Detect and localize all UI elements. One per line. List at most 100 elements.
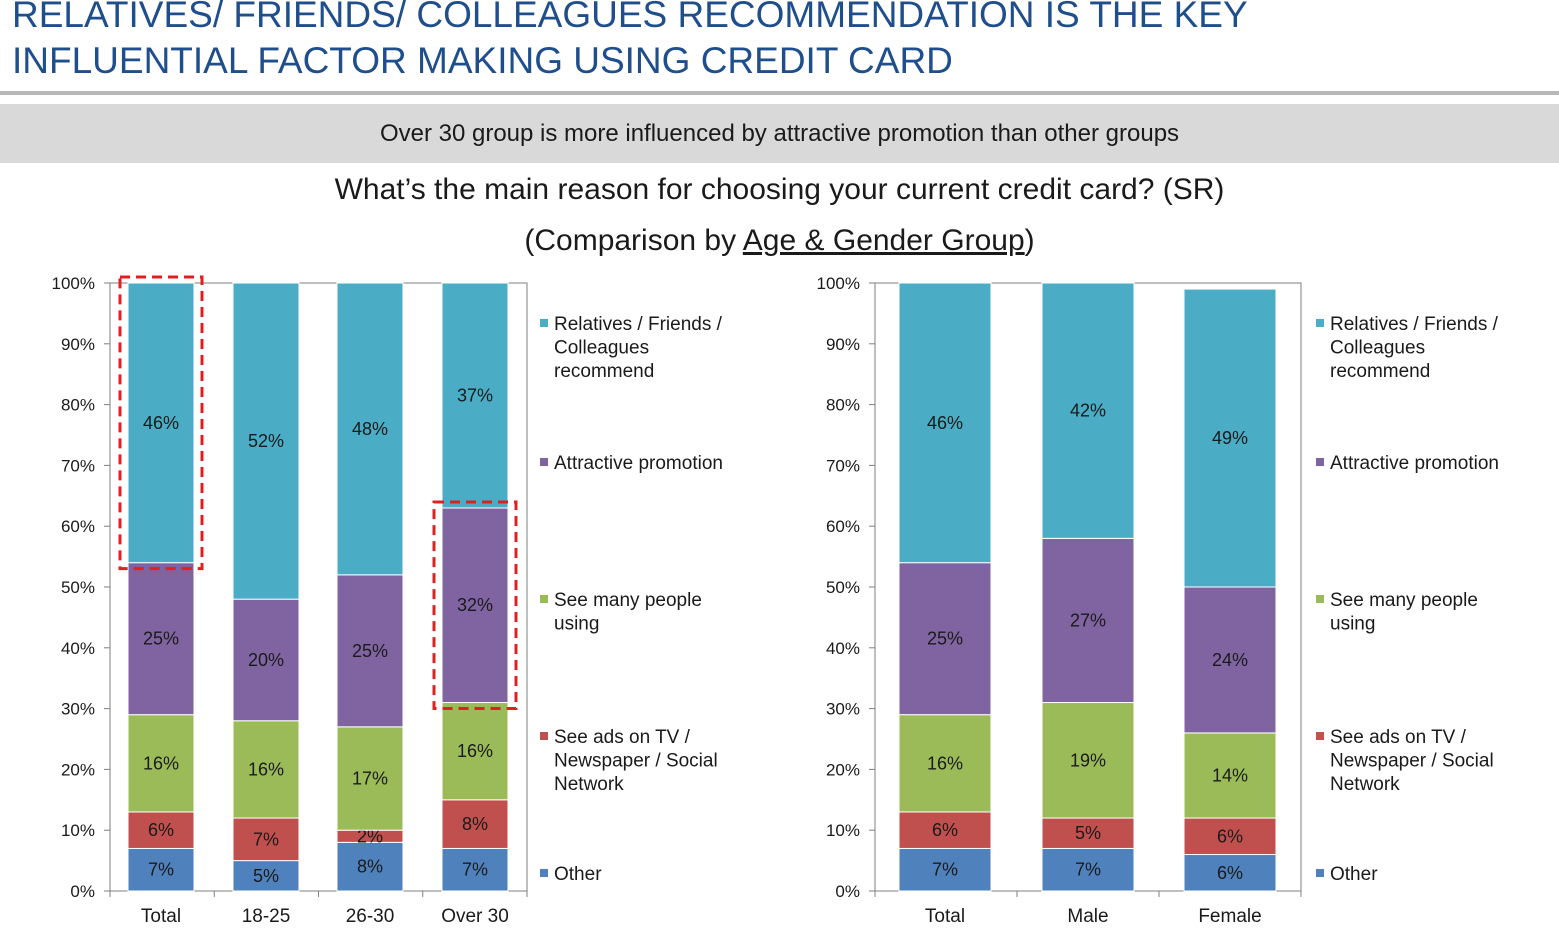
gender-data-label: 46%	[927, 413, 963, 433]
gender-y-tick-label: 70%	[826, 456, 860, 475]
age-y-tick-label: 50%	[61, 578, 95, 597]
age-chart: 0% 10% 20% 30% 40% 50% 60% 70% 80% 90% 100% 7% 6% 16%…	[52, 274, 723, 927]
age-bar-segment	[336, 574, 404, 728]
gender-y-tick-label: 40%	[826, 639, 860, 658]
gender-legend-label: using	[1330, 614, 1375, 635]
age-legend-label: Other	[554, 864, 602, 885]
headline-line-2: INFLUENTIAL FACTOR MAKING USING CREDIT C…	[12, 40, 953, 81]
age-category-label: Over 30	[441, 906, 509, 927]
age-data-label: 7%	[462, 860, 488, 880]
age-legend-label: Colleagues	[554, 338, 649, 359]
age-bar-segment	[441, 847, 509, 892]
age-legend-label: Relatives / Friends /	[554, 314, 723, 335]
age-bar-segment	[441, 507, 509, 704]
gender-y-tick-label: 60%	[826, 517, 860, 536]
age-legend-label: using	[554, 614, 599, 635]
age-data-label: 25%	[352, 641, 388, 661]
subheading-band: Over 30 group is more influenced by attr…	[0, 104, 1559, 163]
gender-chart: 0% 10% 20% 30% 40% 50% 60% 70% 80% 90% 100% 7% 6% 16%…	[817, 274, 1499, 927]
age-y-tick-label: 60%	[61, 517, 95, 536]
age-data-label: 7%	[253, 829, 279, 849]
age-y-tick-label: 30%	[61, 700, 95, 719]
gender-legend-label: See many people	[1330, 590, 1478, 611]
survey-question: What’s the main reason for choosing your…	[334, 173, 1225, 206]
age-highlight-box	[432, 500, 518, 711]
slide-headline: RELATIVES/ FRIENDS/ COLLEAGUES RECOMMEND…	[12, 0, 1552, 84]
age-bar-segment	[127, 847, 195, 892]
gender-y-tick-label: 10%	[826, 821, 860, 840]
gender-data-label: 24%	[1212, 650, 1248, 670]
age-bar-segment	[232, 598, 300, 722]
headline-divider	[0, 91, 1559, 95]
comparison-underlined: Age & Gender Group	[742, 224, 1025, 257]
gender-bar-segment	[1041, 702, 1135, 819]
age-bar-segment	[441, 282, 509, 509]
gender-y-tick-label: 100%	[817, 274, 860, 293]
age-bar-segment	[127, 811, 195, 849]
gender-legend-label: Newspaper / Social	[1330, 751, 1494, 772]
age-bar-segment	[441, 799, 509, 849]
age-highlight-box	[118, 275, 204, 571]
gender-data-label: 5%	[1075, 823, 1101, 843]
gender-data-label: 6%	[1217, 826, 1243, 846]
age-data-label: 37%	[457, 385, 493, 405]
age-bar-segment	[127, 282, 195, 564]
age-legend-swatch	[540, 319, 548, 327]
gender-category-label: Male	[1067, 906, 1108, 927]
age-data-label: 46%	[143, 413, 179, 433]
age-data-label: 8%	[357, 857, 383, 877]
age-category-label: Total	[141, 906, 181, 927]
gender-legend-label: Colleagues	[1330, 338, 1425, 359]
gender-y-tick-label: 80%	[826, 396, 860, 415]
age-legend-label: Attractive promotion	[554, 453, 723, 474]
age-y-tick-label: 10%	[61, 821, 95, 840]
comparison-caption: (Comparison by Age & Gender Group)	[0, 221, 1559, 261]
age-data-label: 16%	[248, 759, 284, 779]
gender-y-tick-label: 0%	[835, 882, 860, 901]
age-legend-label: See many people	[554, 590, 702, 611]
age-data-label: 2%	[357, 826, 383, 846]
age-data-label: 6%	[148, 820, 174, 840]
gender-category-label: Total	[925, 906, 965, 927]
gender-data-label: 42%	[1070, 401, 1106, 421]
gender-legend-swatch	[1316, 595, 1324, 603]
gender-data-label: 16%	[927, 753, 963, 773]
gender-data-label: 19%	[1070, 750, 1106, 770]
age-data-label: 17%	[352, 769, 388, 789]
gender-data-label: 14%	[1212, 765, 1248, 785]
gender-bar-segment	[898, 282, 992, 564]
age-legend-label: Newspaper / Social	[554, 751, 718, 772]
age-y-tick-label: 80%	[61, 396, 95, 415]
gender-data-label: 6%	[1217, 863, 1243, 883]
gender-bar-segment	[1183, 732, 1277, 819]
age-bar-segment	[336, 282, 404, 576]
gender-legend-label: Relatives / Friends /	[1330, 314, 1499, 335]
age-category-label: 18-25	[242, 906, 291, 927]
age-legend-label: recommend	[554, 361, 654, 382]
gender-legend-swatch	[1316, 732, 1324, 740]
gender-legend-swatch	[1316, 458, 1324, 466]
gender-data-label: 27%	[1070, 610, 1106, 630]
age-y-tick-label: 90%	[61, 335, 95, 354]
gender-legend-label: recommend	[1330, 361, 1430, 382]
gender-data-label: 7%	[1075, 860, 1101, 880]
age-bar-segment	[441, 702, 509, 801]
age-data-label: 48%	[352, 419, 388, 439]
age-data-label: 25%	[143, 629, 179, 649]
age-data-label: 7%	[148, 860, 174, 880]
age-bar-segment	[232, 860, 300, 892]
gender-legend-swatch	[1316, 319, 1324, 327]
age-y-tick-label: 20%	[61, 760, 95, 779]
age-category-label: 26-30	[346, 906, 395, 927]
age-legend-label: Network	[554, 774, 624, 795]
gender-y-tick-label: 20%	[826, 760, 860, 779]
age-data-label: 52%	[248, 431, 284, 451]
age-legend-swatch	[540, 595, 548, 603]
age-y-tick-label: 70%	[61, 456, 95, 475]
gender-bar-segment	[1183, 854, 1277, 892]
age-data-label: 32%	[457, 595, 493, 615]
gender-bar-segment	[1183, 288, 1277, 588]
gender-category-label: Female	[1198, 906, 1261, 927]
gender-legend-label: Network	[1330, 774, 1400, 795]
